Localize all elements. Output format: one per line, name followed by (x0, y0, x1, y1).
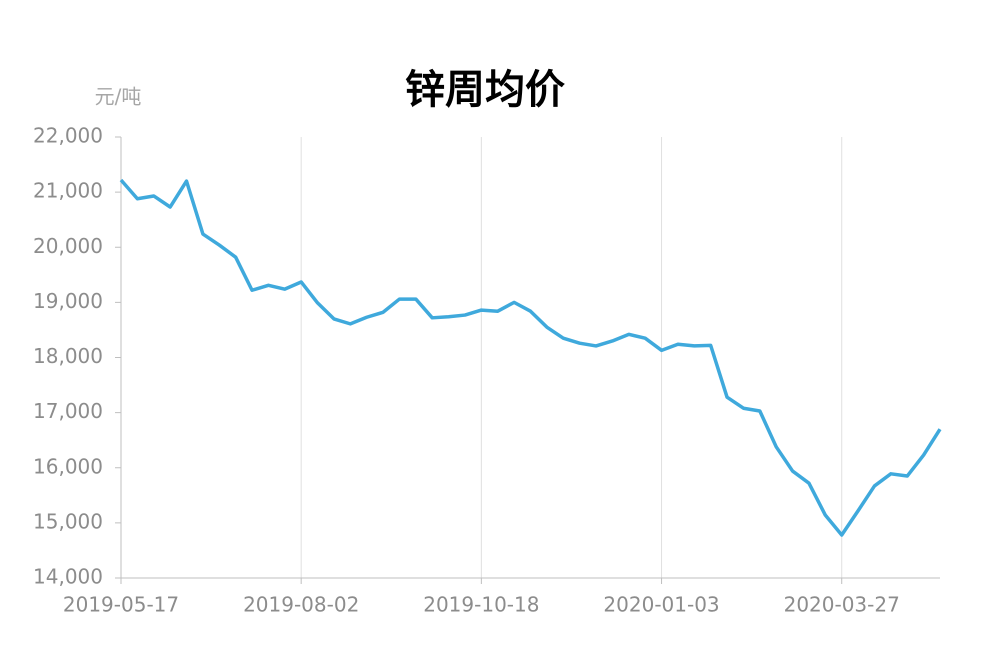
y-tick-label: 14,000 (33, 565, 103, 589)
x-tick-label: 2020-03-27 (784, 593, 900, 617)
y-tick-label: 21,000 (33, 179, 103, 203)
y-tick-label: 17,000 (33, 399, 103, 423)
y-tick-label: 22,000 (33, 124, 103, 148)
x-tick-label: 2019-08-02 (243, 593, 359, 617)
y-axis-unit: 元/吨 (95, 85, 142, 109)
data-line (119, 178, 942, 537)
y-tick-label: 20,000 (33, 234, 103, 258)
chart-title: 锌周均价 (405, 67, 565, 113)
x-tick-label: 2020-01-03 (603, 593, 719, 617)
x-tick-label: 2019-05-17 (63, 593, 179, 617)
y-tick-label: 19,000 (33, 289, 103, 313)
y-tick-label: 16,000 (33, 454, 103, 478)
y-tick-label: 15,000 (33, 509, 103, 533)
y-tick-label: 18,000 (33, 344, 103, 368)
x-tick-label: 2019-10-18 (423, 593, 539, 617)
